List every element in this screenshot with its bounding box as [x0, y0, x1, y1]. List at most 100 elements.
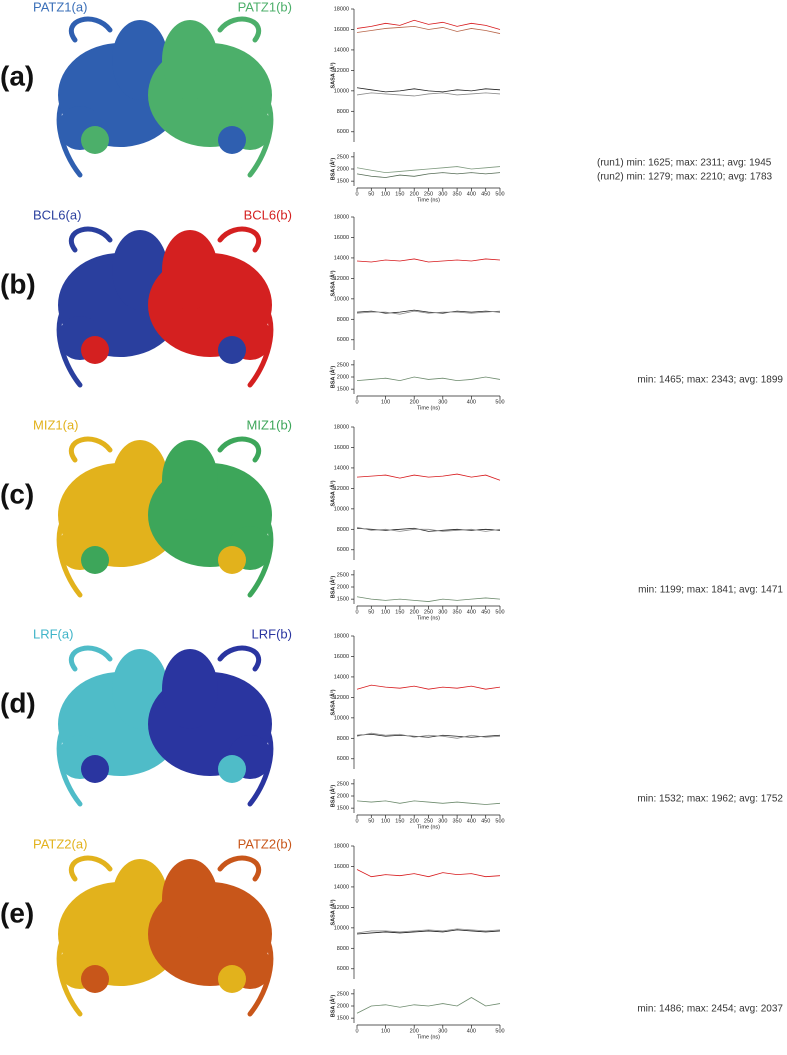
x-tick-label: 500 [495, 609, 504, 615]
x-tick-label: 450 [481, 818, 490, 824]
x-tick-label: 300 [438, 609, 447, 615]
x-tick-label: 500 [495, 818, 504, 824]
x-tick-label: 400 [467, 818, 476, 824]
y-tick-label: 2000 [337, 584, 349, 590]
y-tick-label: 8000 [337, 109, 349, 115]
y-tick-label: 2500 [337, 991, 349, 997]
y-axis-label: SASA (Å²) [329, 689, 336, 715]
y-tick-label: 1500 [337, 1016, 349, 1022]
x-tick-label: 200 [410, 609, 419, 615]
x-tick-label: 150 [395, 818, 404, 824]
y-tick-label: 12000 [334, 695, 349, 701]
y-tick-label: 16000 [334, 235, 349, 241]
chain-label: LRF(b) [252, 626, 292, 641]
y-axis-label: BSA (Å²) [329, 995, 336, 1018]
bsa-stats: (run2) min: 1279; max: 2210; avg: 1783 [597, 172, 773, 183]
x-axis-label: Time (ns) [417, 1034, 440, 1040]
y-axis-label: SASA (Å²) [329, 480, 336, 506]
x-tick-label: 0 [355, 191, 358, 197]
chain-label: PATZ2(a) [33, 836, 87, 851]
y-tick-label: 2500 [337, 362, 349, 368]
data-line [356, 596, 501, 602]
x-tick-label: 300 [438, 399, 447, 405]
data-line [356, 92, 501, 97]
y-tick-label: 2500 [337, 781, 349, 787]
x-tick-label: 150 [395, 609, 404, 615]
y-tick-label: 2000 [337, 793, 349, 799]
y-tick-label: 1500 [337, 387, 349, 393]
data-line [356, 87, 501, 93]
y-tick-label: 8000 [337, 736, 349, 742]
x-tick-label: 150 [395, 191, 404, 197]
y-tick-label: 12000 [334, 486, 349, 492]
x-tick-label: 100 [381, 1028, 390, 1034]
y-axis-label: SASA (Å²) [329, 62, 336, 88]
x-tick-label: 300 [438, 1028, 447, 1034]
x-tick-label: 350 [453, 609, 462, 615]
x-tick-label: 100 [381, 191, 390, 197]
y-axis-label: SASA (Å²) [329, 899, 336, 925]
x-tick-label: 500 [495, 191, 504, 197]
protein-image [58, 648, 272, 804]
data-line [356, 310, 501, 315]
data-line [356, 684, 501, 690]
chain-label: LRF(a) [33, 626, 73, 641]
y-tick-label: 14000 [334, 884, 349, 890]
x-tick-label: 350 [453, 191, 462, 197]
y-tick-label: 16000 [334, 445, 349, 451]
y-tick-label: 18000 [334, 424, 349, 430]
y-tick-label: 1500 [337, 806, 349, 812]
x-tick-label: 400 [467, 399, 476, 405]
x-tick-label: 200 [410, 191, 419, 197]
y-tick-label: 6000 [337, 337, 349, 343]
data-line [356, 172, 501, 178]
data-line [356, 376, 501, 382]
x-tick-label: 100 [381, 818, 390, 824]
y-axis-label: BSA (Å²) [329, 366, 336, 389]
y-axis-label: SASA (Å²) [329, 270, 336, 296]
x-tick-label: 50 [368, 818, 374, 824]
x-tick-label: 300 [438, 191, 447, 197]
data-line [356, 733, 501, 738]
x-tick-label: 400 [467, 609, 476, 615]
y-tick-label: 6000 [337, 966, 349, 972]
chain-label: PATZ1(a) [33, 0, 87, 14]
data-line [356, 997, 501, 1014]
y-tick-label: 10000 [334, 715, 349, 721]
bsa-stats: min: 1199; max: 1841; avg: 1471 [638, 585, 783, 596]
x-tick-label: 400 [467, 1028, 476, 1034]
y-tick-label: 12000 [334, 905, 349, 911]
y-tick-label: 8000 [337, 317, 349, 323]
data-line [356, 800, 501, 805]
panel-label: (c) [0, 478, 34, 509]
bsa-stats: min: 1465; max: 2343; avg: 1899 [637, 375, 783, 386]
y-tick-label: 1500 [337, 179, 349, 185]
y-tick-label: 8000 [337, 527, 349, 533]
y-tick-label: 10000 [334, 506, 349, 512]
y-tick-label: 1500 [337, 597, 349, 603]
y-tick-label: 10000 [334, 925, 349, 931]
x-tick-label: 500 [495, 399, 504, 405]
chain-label: MIZ1(b) [247, 417, 293, 432]
y-axis-label: BSA (Å²) [329, 158, 336, 181]
y-tick-label: 18000 [334, 633, 349, 639]
y-tick-label: 6000 [337, 547, 349, 553]
x-tick-label: 100 [381, 399, 390, 405]
chain-label: PATZ2(b) [238, 836, 292, 851]
y-tick-label: 2500 [337, 572, 349, 578]
data-line [356, 869, 501, 878]
x-tick-label: 100 [381, 609, 390, 615]
data-line [356, 732, 501, 739]
y-tick-label: 12000 [334, 276, 349, 282]
y-tick-label: 14000 [334, 465, 349, 471]
panel-label: (a) [0, 60, 34, 91]
x-tick-label: 200 [410, 399, 419, 405]
y-tick-label: 6000 [337, 756, 349, 762]
panel-label: (b) [0, 268, 36, 299]
chain-label: MIZ1(a) [33, 417, 79, 432]
data-line [356, 258, 501, 263]
x-tick-label: 200 [410, 1028, 419, 1034]
chain-label: PATZ1(b) [238, 0, 292, 14]
y-tick-label: 2000 [337, 374, 349, 380]
